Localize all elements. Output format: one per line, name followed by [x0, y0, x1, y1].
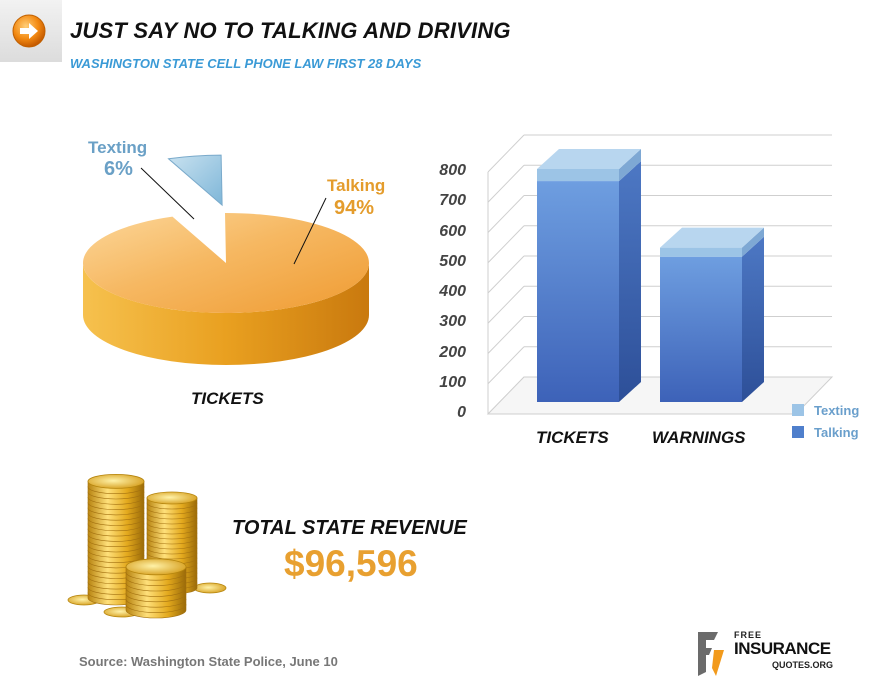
coin-top: [146, 491, 198, 505]
grid-line-side: [487, 195, 525, 233]
bar-talking-side-tickets: [619, 161, 641, 402]
y-tick-label: 200: [439, 343, 466, 361]
coin-top: [125, 558, 187, 576]
y-tick-label: 600: [439, 222, 466, 240]
logo-insurance-text: INSURANCE: [734, 639, 831, 658]
logo: FREE INSURANCE QUOTES.ORG: [694, 628, 844, 680]
coin-top: [87, 473, 145, 489]
logo-free-text: FREE: [734, 630, 763, 640]
coin-stack-image: [67, 473, 227, 619]
coin-stack-short: [125, 558, 187, 619]
pie-chart: [82, 154, 369, 365]
y-tick-label: 0: [457, 404, 466, 421]
legend-label-talking: Talking: [814, 425, 859, 440]
page-title: JUST SAY NO TO TALKING AND DRIVING: [70, 18, 511, 43]
pie-slice-talking-side: [83, 263, 369, 365]
bar-texting-tickets: [537, 168, 619, 182]
legend-swatch-talking: [792, 426, 804, 438]
grid-line-side: [487, 164, 525, 203]
pie-value-texting: 6%: [104, 158, 133, 180]
texting-leader-line: [140, 167, 195, 220]
talking-leader-line: [293, 197, 327, 265]
legend-swatch-texting: [792, 404, 804, 416]
source-note: Source: Washington State Police, June 10: [79, 654, 338, 669]
pie-value-talking: 94%: [334, 197, 375, 219]
grid-line-side: [487, 316, 525, 354]
pie-slice-texting: [167, 154, 223, 207]
logo-mark-icon: [698, 632, 724, 676]
bar-talking-tickets: [537, 181, 619, 402]
y-tick-label: 300: [439, 313, 466, 331]
legend-label-texting: Texting: [814, 403, 860, 418]
bar-top-tickets: [537, 148, 641, 169]
pie-label-texting: Texting: [88, 138, 148, 157]
y-tick-label: 700: [439, 192, 466, 210]
y-tick-label: 500: [439, 252, 466, 270]
revenue-title: TOTAL STATE REVENUE: [232, 517, 467, 539]
bar-texting-side-tickets: [619, 148, 641, 182]
y-tick-label: 400: [439, 283, 466, 300]
pie-label-talking: Talking: [327, 176, 386, 195]
revenue-value: $96,596: [284, 543, 418, 584]
grid-line-side: [487, 255, 525, 294]
bar-talking-side-warnings: [742, 236, 764, 402]
x-tick-tickets: TICKETS: [536, 428, 609, 447]
x-tick-warnings: WARNINGS: [652, 428, 746, 447]
bar-texting-side-warnings: [742, 227, 764, 257]
arrow-right-icon: [12, 14, 46, 48]
y-tick-label: 800: [439, 162, 466, 179]
bar-chart: [486, 134, 834, 415]
bar-top-warnings: [660, 227, 764, 248]
logo-quotes-text: QUOTES.ORG: [772, 660, 834, 670]
loose-coin: [193, 582, 227, 594]
bar-talking-warnings: [660, 256, 742, 402]
bar-texting-warnings: [660, 247, 742, 257]
legend-item-texting: Texting: [792, 403, 859, 418]
grid-line-side: [487, 225, 525, 264]
header-icon-box: [0, 0, 62, 62]
grid-line-side: [487, 285, 525, 324]
pie-slice-talking: [82, 213, 369, 313]
page-subtitle: WASHINGTON STATE CELL PHONE LAW FIRST 28…: [70, 56, 422, 71]
grid-line-side: [487, 134, 525, 173]
pie-caption: TICKETS: [191, 389, 264, 408]
grid-line-side: [487, 346, 525, 385]
legend-item-talking: Talking: [792, 425, 859, 440]
y-tick-label: 100: [439, 373, 466, 391]
